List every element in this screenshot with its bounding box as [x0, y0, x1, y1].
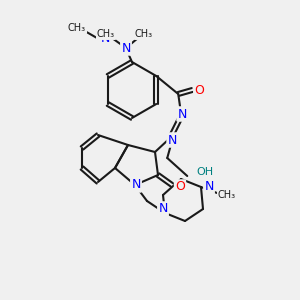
Text: O: O: [194, 83, 204, 97]
Text: N: N: [178, 107, 187, 121]
Text: O: O: [175, 181, 185, 194]
Text: N: N: [100, 32, 110, 44]
Text: CH₃: CH₃: [135, 29, 153, 39]
Text: N: N: [158, 202, 168, 215]
Text: N: N: [204, 181, 214, 194]
Text: N: N: [121, 41, 131, 55]
Text: CH₃: CH₃: [97, 29, 115, 39]
Text: N: N: [131, 178, 141, 191]
Text: CH₃: CH₃: [68, 23, 86, 33]
Text: OH: OH: [197, 167, 214, 177]
Text: N: N: [168, 134, 177, 146]
Text: CH₃: CH₃: [218, 190, 236, 200]
